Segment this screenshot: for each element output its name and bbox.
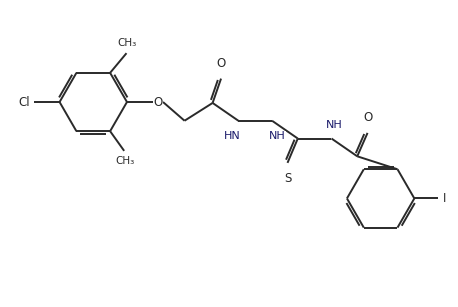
Text: O: O: [153, 95, 163, 108]
Text: NH: NH: [269, 131, 286, 141]
Text: O: O: [217, 57, 226, 70]
Text: I: I: [442, 192, 446, 205]
Text: O: O: [364, 111, 373, 124]
Text: NH: NH: [326, 120, 342, 130]
Text: Cl: Cl: [18, 95, 30, 108]
Text: HN: HN: [224, 131, 241, 141]
Text: CH₃: CH₃: [118, 37, 137, 48]
Text: S: S: [284, 172, 291, 185]
Text: CH₃: CH₃: [115, 157, 135, 166]
